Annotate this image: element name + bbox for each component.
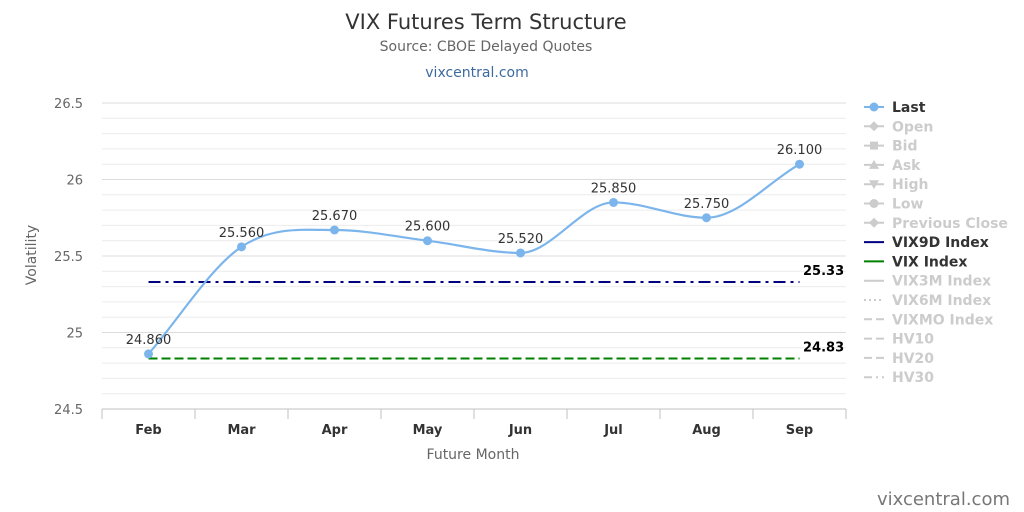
y-axis: 24.5 25 25.5 26 26.5 — [54, 97, 83, 418]
reference-lines: 25.33 24.83 — [148, 264, 844, 360]
y-tick-label: 26.5 — [54, 97, 83, 112]
legend-label: HV30 — [892, 370, 934, 386]
legend-marker — [869, 102, 879, 112]
data-label: 25.750 — [684, 197, 730, 212]
legend-item[interactable]: HV10 — [864, 332, 934, 348]
legend-label: Previous Close — [892, 216, 1008, 232]
x-tick-label: May — [413, 423, 443, 438]
chart-link[interactable]: vixcentral.com — [425, 65, 528, 81]
data-point[interactable] — [516, 248, 525, 258]
legend-label: VIX9D Index — [892, 235, 989, 251]
chart-credit[interactable]: vixcentral.com — [877, 489, 1010, 510]
legend-label: Low — [892, 197, 924, 213]
legend-item[interactable]: HV20 — [864, 351, 934, 367]
data-point[interactable] — [795, 159, 804, 169]
legend-marker — [869, 180, 879, 190]
legend-label: HV10 — [892, 332, 934, 348]
y-tick-label: 25.5 — [54, 250, 83, 265]
legend-label: HV20 — [892, 351, 934, 367]
legend-label: Last — [892, 100, 926, 116]
vix9d-index-label: 25.33 — [803, 264, 844, 279]
legend-marker — [869, 217, 879, 228]
data-point[interactable] — [144, 349, 153, 359]
legend-label: VIX Index — [892, 254, 967, 270]
legend-item[interactable]: VIX3M Index — [864, 274, 991, 290]
legend-label: VIX6M Index — [892, 293, 991, 309]
legend-marker — [869, 159, 879, 169]
legend-item[interactable]: Low — [864, 197, 924, 213]
y-tick-label: 26 — [66, 174, 83, 189]
legend-marker — [870, 141, 878, 150]
legend-item[interactable]: Last — [864, 100, 926, 116]
data-label: 25.560 — [219, 226, 265, 241]
legend-label: VIX3M Index — [892, 274, 991, 290]
data-label: 26.100 — [777, 143, 823, 158]
x-tick-label: Feb — [135, 423, 161, 438]
data-point[interactable] — [702, 213, 711, 223]
legend-item[interactable]: Previous Close — [864, 216, 1008, 232]
y-axis-title: Volatility — [24, 225, 40, 285]
vix-index-label: 24.83 — [803, 341, 844, 356]
legend-label: High — [892, 177, 929, 193]
x-tick-label: Mar — [227, 423, 256, 438]
chart-subtitle: Source: CBOE Delayed Quotes — [380, 39, 593, 55]
data-label: 25.670 — [312, 209, 358, 224]
legend-marker — [869, 121, 879, 132]
legend-label: VIXMO Index — [892, 312, 993, 328]
legend-item[interactable]: HV30 — [864, 370, 934, 386]
x-tick-label: Jul — [603, 423, 623, 438]
data-label: 25.850 — [591, 181, 637, 196]
data-label: 25.520 — [498, 232, 544, 247]
data-point[interactable] — [609, 197, 618, 207]
x-axis-title: Future Month — [427, 447, 520, 463]
data-point[interactable] — [423, 236, 432, 246]
x-tick-label: Jun — [508, 423, 532, 438]
legend-item[interactable]: Bid — [864, 139, 918, 155]
y-tick-label: 24.5 — [54, 403, 83, 418]
x-tick-label: Sep — [786, 423, 814, 438]
legend-label: Bid — [892, 139, 918, 155]
y-tick-label: 25 — [66, 327, 83, 342]
chart-title: VIX Futures Term Structure — [345, 10, 626, 34]
data-label: 25.600 — [405, 220, 451, 235]
data-label: 24.860 — [126, 333, 172, 348]
legend-marker — [869, 199, 879, 208]
legend[interactable]: Last Open Bid Ask High Low Previous Close VIX9D… — [864, 100, 1008, 386]
legend-item[interactable]: VIX9D Index — [864, 235, 989, 251]
series-line-last[interactable] — [147, 163, 801, 355]
grid — [102, 102, 846, 410]
legend-item[interactable]: Ask — [864, 158, 921, 174]
legend-item[interactable]: VIX Index — [864, 254, 967, 270]
x-axis: Feb Mar Apr May Jun Jul Aug Sep — [101, 409, 847, 438]
x-tick-label: Aug — [692, 423, 721, 438]
x-tick-label: Apr — [322, 423, 348, 438]
series-last: 24.860 25.560 25.670 25.600 25.520 25.850 25.7… — [126, 143, 823, 359]
legend-item[interactable]: Open — [864, 119, 933, 135]
legend-item[interactable]: High — [864, 177, 929, 193]
legend-label: Open — [892, 119, 933, 135]
legend-item[interactable]: VIX6M Index — [864, 293, 991, 309]
legend-label: Ask — [892, 158, 921, 174]
data-point[interactable] — [330, 225, 339, 235]
data-point[interactable] — [237, 242, 246, 252]
legend-item[interactable]: VIXMO Index — [864, 312, 993, 328]
